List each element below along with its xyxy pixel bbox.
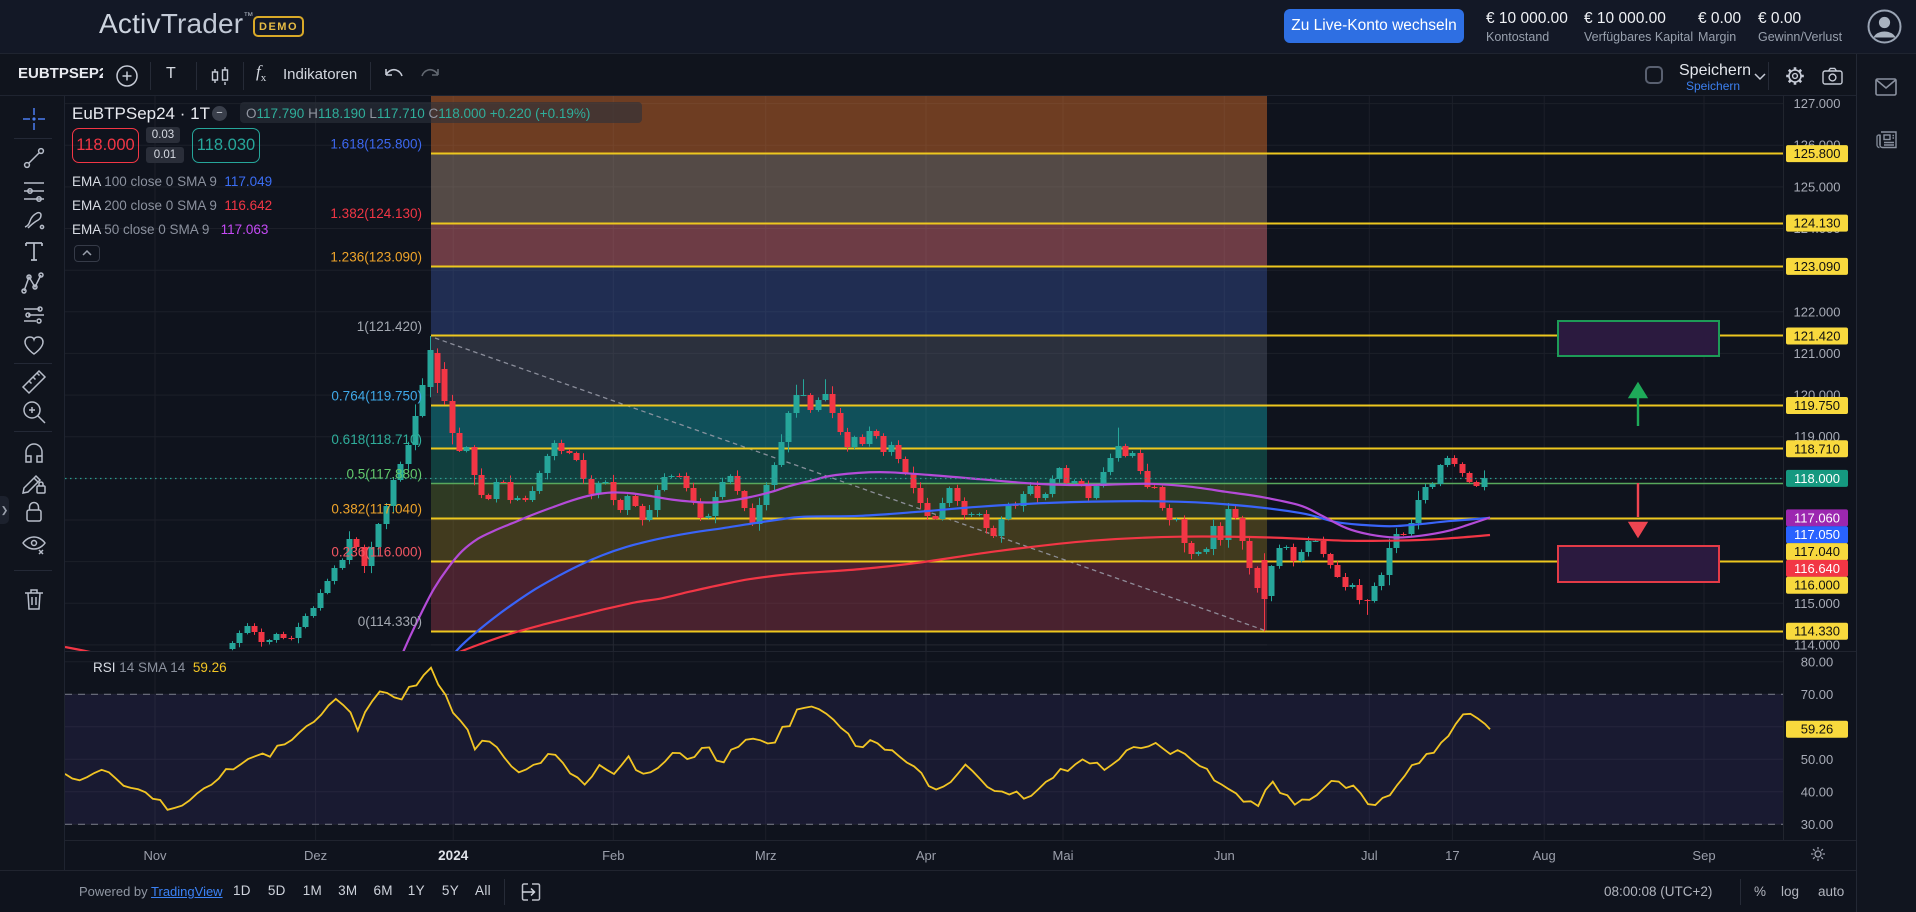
svg-text:Sep: Sep <box>1692 848 1715 863</box>
svg-text:122.000: 122.000 <box>1794 304 1841 319</box>
svg-text:1(121.420): 1(121.420) <box>357 319 422 334</box>
svg-text:1.618(125.800): 1.618(125.800) <box>330 137 422 152</box>
svg-text:Feb: Feb <box>602 848 624 863</box>
svg-text:Apr: Apr <box>916 848 937 863</box>
svg-text:Jul: Jul <box>1361 848 1378 863</box>
svg-text:Aug: Aug <box>1533 848 1556 863</box>
svg-text:2024: 2024 <box>438 848 469 863</box>
svg-text:Jun: Jun <box>1214 848 1235 863</box>
svg-text:0(114.330): 0(114.330) <box>358 614 422 629</box>
svg-text:0.5(117.880): 0.5(117.880) <box>346 466 422 481</box>
svg-text:116.640: 116.640 <box>1794 561 1840 576</box>
svg-text:127.000: 127.000 <box>1794 96 1841 111</box>
svg-text:117.060: 117.060 <box>1794 510 1840 525</box>
svg-text:115.000: 115.000 <box>1794 596 1840 611</box>
svg-text:70.00: 70.00 <box>1801 687 1834 702</box>
svg-text:114.330: 114.330 <box>1794 624 1840 639</box>
svg-text:40.00: 40.00 <box>1801 784 1834 799</box>
svg-text:Mrz: Mrz <box>755 848 777 863</box>
svg-text:Nov: Nov <box>143 848 167 863</box>
svg-text:121.420: 121.420 <box>1794 329 1841 344</box>
svg-text:50.00: 50.00 <box>1801 752 1834 767</box>
svg-text:117.040: 117.040 <box>1794 544 1840 559</box>
svg-text:0.618(118.710): 0.618(118.710) <box>331 432 422 447</box>
svg-text:114.000: 114.000 <box>1794 637 1840 652</box>
svg-text:118.710: 118.710 <box>1794 441 1840 456</box>
svg-text:30.00: 30.00 <box>1801 817 1834 832</box>
svg-text:0.382(117.040): 0.382(117.040) <box>331 501 422 516</box>
svg-text:1.236(123.090): 1.236(123.090) <box>330 249 422 264</box>
svg-text:0.764(119.750): 0.764(119.750) <box>331 389 422 404</box>
svg-text:0.236(116.000): 0.236(116.000) <box>331 545 422 560</box>
svg-text:80.00: 80.00 <box>1801 654 1834 669</box>
svg-text:59.26: 59.26 <box>1801 722 1834 737</box>
svg-text:125.000: 125.000 <box>1794 179 1841 194</box>
svg-text:118.000: 118.000 <box>1794 471 1840 486</box>
svg-text:17: 17 <box>1445 848 1459 863</box>
svg-text:1.382(124.130): 1.382(124.130) <box>330 206 422 221</box>
svg-text:Dez: Dez <box>304 848 327 863</box>
svg-text:116.000: 116.000 <box>1794 578 1840 593</box>
svg-text:Mai: Mai <box>1053 848 1074 863</box>
svg-text:123.090: 123.090 <box>1794 259 1841 274</box>
svg-text:125.800: 125.800 <box>1794 146 1841 161</box>
svg-text:121.000: 121.000 <box>1794 346 1841 361</box>
svg-text:124.130: 124.130 <box>1794 216 1841 231</box>
svg-text:117.050: 117.050 <box>1794 527 1840 542</box>
svg-text:119.750: 119.750 <box>1794 398 1840 413</box>
